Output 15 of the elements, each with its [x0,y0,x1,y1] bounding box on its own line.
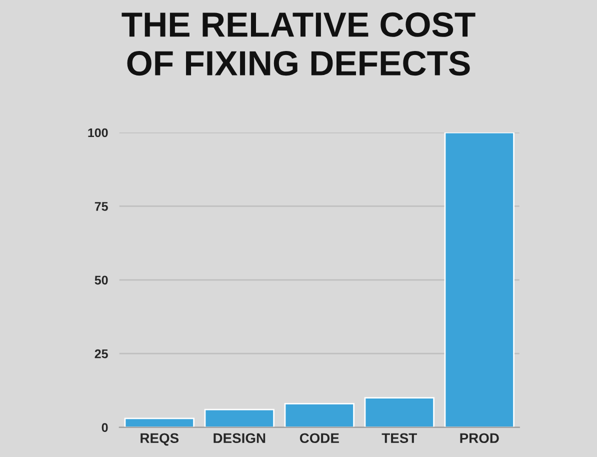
x-tick-label: TEST [382,433,417,444]
bar [444,132,514,428]
y-tick-label: 25 [94,349,108,358]
y-tick-label: 50 [94,276,108,285]
x-tick-label: DESIGN [214,433,266,444]
x-tick-label: CODE [300,433,339,444]
y-tick-label: 100 [88,128,108,138]
bar [204,408,274,428]
chart-title: THE RELATIVE COST OF FIXING DEFECTS [122,12,476,76]
bar [364,397,434,428]
bar [284,403,354,428]
y-tick-label: 75 [94,202,108,211]
x-tick-label: PROD [460,433,499,444]
y-tick-label: 0 [102,423,108,432]
x-tick-label: REQS [140,433,179,446]
